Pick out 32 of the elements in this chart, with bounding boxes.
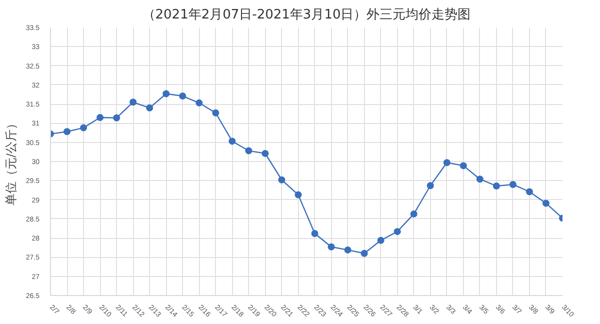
y-axis-title: 单位（元/公斤） <box>4 117 18 206</box>
point <box>64 128 71 136</box>
point <box>179 92 186 100</box>
point <box>426 182 434 190</box>
point <box>80 124 88 132</box>
point <box>542 200 550 207</box>
point <box>460 162 467 170</box>
point <box>410 210 418 218</box>
point <box>196 99 203 106</box>
point <box>328 243 335 250</box>
point <box>228 138 236 145</box>
point <box>278 176 286 184</box>
point <box>476 176 484 183</box>
point <box>509 180 516 188</box>
point <box>526 188 533 196</box>
point <box>344 246 352 254</box>
point <box>245 147 252 154</box>
point <box>311 230 318 237</box>
point <box>394 228 401 236</box>
point <box>262 150 269 157</box>
chart-title: （2021年2月07日-2021年3月10日）外三元均价走势图 <box>142 8 471 22</box>
point <box>492 182 500 190</box>
point <box>443 159 450 166</box>
point <box>377 236 384 244</box>
point <box>113 114 120 122</box>
point <box>212 109 220 116</box>
point <box>130 98 137 106</box>
point <box>294 191 302 198</box>
point <box>162 90 170 98</box>
point <box>96 114 104 121</box>
point <box>146 104 154 112</box>
point <box>360 250 368 257</box>
